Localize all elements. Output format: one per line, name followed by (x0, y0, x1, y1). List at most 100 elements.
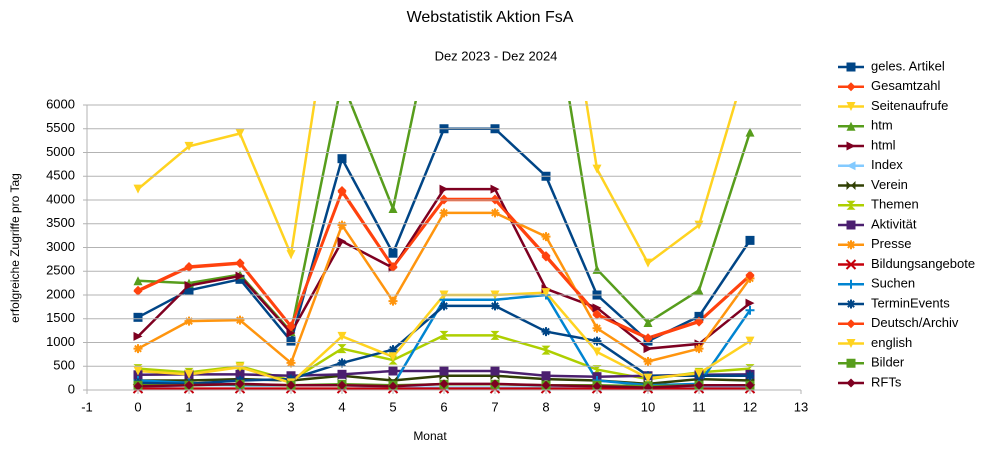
marker (184, 380, 194, 390)
marker (184, 369, 194, 379)
marker (592, 264, 602, 274)
marker (286, 250, 296, 260)
legend-label: Aktivität (871, 216, 917, 231)
marker (184, 281, 194, 290)
marker (235, 259, 245, 269)
marker (286, 358, 296, 368)
marker (184, 316, 194, 326)
marker (592, 336, 602, 346)
legend-label: Suchen (871, 276, 915, 291)
marker (490, 330, 500, 340)
marker (490, 301, 500, 311)
legend-label: geles. Artikel (871, 58, 945, 73)
marker (694, 380, 704, 390)
marker (133, 276, 143, 286)
marker (745, 235, 755, 245)
marker (592, 347, 602, 357)
marker (388, 366, 398, 376)
y-tick-label: 2000 (46, 286, 75, 301)
marker (592, 323, 602, 333)
marker (745, 380, 755, 390)
marker (133, 286, 143, 296)
legend-marker (845, 259, 857, 270)
marker (388, 248, 398, 258)
marker (337, 331, 347, 341)
marker (286, 336, 296, 346)
legend-marker (846, 378, 856, 388)
marker (490, 184, 500, 194)
marker (133, 331, 143, 341)
marker (133, 184, 143, 194)
legend-marker (846, 141, 856, 151)
x-tick-label: 1 (185, 399, 192, 414)
legend-label: Seitenaufrufe (871, 98, 948, 113)
legend-label: Index (871, 157, 903, 172)
legend-marker (846, 240, 856, 250)
marker (745, 127, 755, 137)
marker (337, 236, 347, 246)
legend-label: Presse (871, 236, 911, 251)
marker (133, 344, 143, 354)
marker (541, 232, 551, 242)
marker (337, 187, 347, 197)
marker (388, 352, 398, 362)
marker (235, 379, 245, 389)
x-tick-label: 6 (440, 399, 447, 414)
x-tick-label: 11 (692, 399, 706, 414)
x-tick-label: 2 (236, 399, 243, 414)
marker (286, 328, 296, 338)
marker (235, 362, 245, 372)
marker (643, 344, 653, 354)
legend-marker (846, 358, 856, 368)
marker (439, 330, 449, 340)
y-tick-label: 1500 (46, 310, 75, 325)
legend-marker (846, 339, 856, 348)
marker (745, 371, 755, 381)
legend-label: Bilder (871, 355, 905, 370)
marker (541, 252, 551, 262)
marker (592, 365, 602, 375)
marker (337, 358, 347, 368)
x-tick-label: 12 (743, 399, 757, 414)
series-line (137, 211, 752, 366)
marker (184, 141, 194, 151)
x-tick-label: 10 (641, 399, 655, 414)
legend-marker (846, 279, 856, 289)
legend-marker (846, 319, 856, 329)
marker (643, 373, 653, 383)
legend-label: Deutsch/Archiv (871, 315, 959, 330)
marker (235, 315, 245, 325)
marker (235, 129, 245, 138)
marker (235, 271, 245, 281)
marker (337, 154, 347, 164)
marker (541, 345, 551, 355)
marker (235, 369, 245, 379)
marker (541, 380, 551, 390)
marker (592, 310, 602, 320)
marker (286, 380, 296, 390)
marker (746, 48, 755, 57)
marker (133, 312, 143, 322)
y-axis-label: erfolgreiche Zugriffe pro Tag (8, 173, 22, 323)
marker (694, 220, 704, 230)
marker (694, 344, 704, 354)
legend-label: RFTs (871, 374, 902, 389)
x-tick-label: 9 (593, 399, 600, 414)
legend-label: english (871, 335, 912, 350)
x-tick-label: 5 (389, 399, 396, 414)
marker (388, 296, 398, 306)
legend-marker (846, 220, 856, 230)
chart-subtitle: Dez 2023 - Dez 2024 (435, 48, 558, 63)
x-tick-label: 0 (134, 399, 141, 414)
marker (643, 334, 653, 344)
legend-label: Gesamtzahl (871, 78, 940, 93)
y-tick-label: 1000 (46, 334, 75, 349)
marker (133, 366, 143, 376)
legend-marker (846, 181, 856, 190)
marker (643, 357, 653, 366)
marker (745, 305, 755, 315)
y-tick-label: 6000 (46, 96, 75, 111)
marker (694, 317, 704, 327)
legend-label: htm (871, 118, 893, 133)
